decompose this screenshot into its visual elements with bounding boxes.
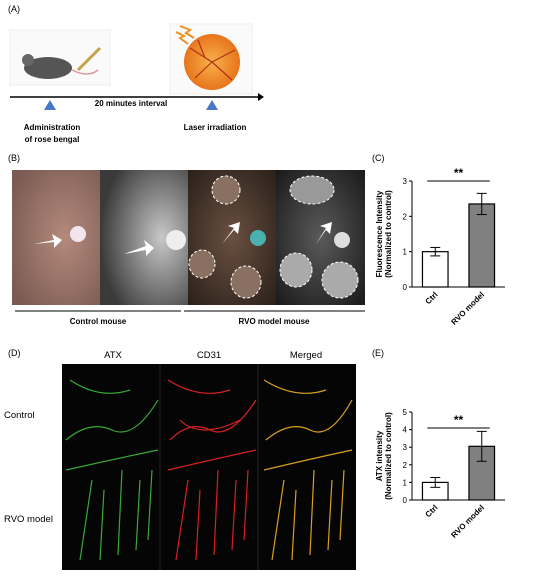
optic-disc <box>70 226 86 242</box>
x-tick-label: Ctrl <box>424 290 440 306</box>
x-tick-label: Ctrl <box>424 503 440 519</box>
mouse-body <box>24 57 72 79</box>
y-axis-label: ATX intensity <box>375 430 384 481</box>
step-marker <box>206 100 218 110</box>
y-tick-label: 4 <box>403 426 408 435</box>
x-tick-label: RVO model <box>449 503 486 540</box>
arrow <box>34 234 62 248</box>
lesion <box>211 175 241 205</box>
y-axis-label: Fluorescence Intensity <box>375 190 384 277</box>
y-tick-label: 2 <box>403 212 408 221</box>
step-label: Administration <box>24 123 81 132</box>
bar <box>468 203 496 288</box>
confocal-vessels <box>65 379 353 561</box>
y-tick-label: 2 <box>403 461 408 470</box>
step-marker <box>44 100 56 110</box>
optic-disc <box>166 230 186 250</box>
y-tick-label: 1 <box>403 248 408 257</box>
lesion <box>188 249 216 279</box>
laser-icon <box>175 25 195 45</box>
group-label: RVO model mouse <box>239 317 311 326</box>
optic-disc <box>334 232 350 248</box>
syringe <box>76 46 102 72</box>
timeline-arrow <box>258 93 264 101</box>
mouse-tail <box>71 69 99 75</box>
mouse-head <box>22 54 34 66</box>
y-tick-label: 1 <box>403 478 408 487</box>
lesion <box>321 261 359 299</box>
y-tick-label: 0 <box>403 283 408 292</box>
arrow <box>316 222 332 244</box>
merged-signal <box>263 379 353 561</box>
atx-signal <box>65 379 159 561</box>
bar <box>421 251 449 288</box>
group-label: Control mouse <box>70 317 127 326</box>
interval-label: 20 minutes interval <box>95 99 167 108</box>
significance-label: ** <box>454 413 464 427</box>
panel-label: (E) <box>372 348 384 358</box>
cd31-signal <box>167 379 257 561</box>
row-label: Control <box>4 410 35 421</box>
significance-label: ** <box>454 166 464 180</box>
column-label: Merged <box>290 350 322 361</box>
y-axis-label: (Normalized to control) <box>384 412 393 500</box>
x-tick-label: RVO model <box>449 290 486 327</box>
vessels-icon <box>189 39 236 81</box>
column-label: ATX <box>104 350 122 361</box>
optic-disc <box>250 230 266 246</box>
y-tick-label: 3 <box>403 443 408 452</box>
panel-label: (C) <box>372 153 385 163</box>
y-tick-label: 3 <box>403 177 408 186</box>
column-label: CD31 <box>197 350 221 361</box>
row-label: RVO model <box>4 514 53 525</box>
y-axis-label: (Normalized to control) <box>384 190 393 278</box>
lesion <box>289 175 335 205</box>
panel-label: (B) <box>8 153 20 163</box>
panel-label: (A) <box>8 4 20 14</box>
lesion <box>230 265 262 299</box>
y-tick-label: 5 <box>403 408 408 417</box>
arrow <box>124 240 154 256</box>
step-label: of rose bengal <box>25 135 80 144</box>
step-label: Laser irradiation <box>184 123 247 132</box>
arrow <box>222 222 240 244</box>
y-tick-label: 0 <box>403 496 408 505</box>
confocal-image <box>62 364 356 570</box>
panel-label: (D) <box>8 348 21 358</box>
lesion <box>279 252 313 288</box>
